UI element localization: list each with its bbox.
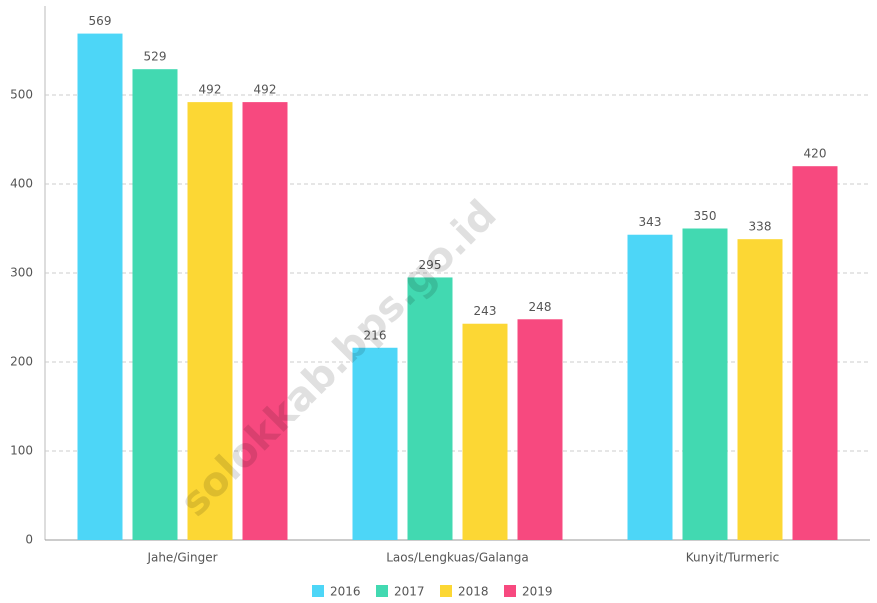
value-label: 248 bbox=[529, 300, 552, 314]
bar bbox=[737, 239, 783, 540]
legend-label: 2018 bbox=[458, 585, 489, 599]
bar bbox=[77, 33, 123, 541]
bar bbox=[627, 234, 673, 541]
legend-swatch bbox=[312, 585, 324, 597]
value-label: 295 bbox=[419, 258, 442, 272]
x-tick-label: Laos/Lengkuas/Galanga bbox=[386, 551, 529, 565]
value-label: 243 bbox=[474, 304, 497, 318]
y-tick-label: 400 bbox=[10, 177, 33, 191]
y-tick-label: 500 bbox=[10, 88, 33, 102]
legend-label: 2017 bbox=[394, 585, 425, 599]
value-label: 216 bbox=[364, 328, 387, 342]
bar bbox=[242, 102, 288, 541]
bar bbox=[462, 323, 508, 540]
bar bbox=[517, 319, 563, 540]
value-label: 492 bbox=[199, 83, 222, 97]
value-label: 338 bbox=[749, 220, 772, 234]
value-label: 343 bbox=[639, 215, 662, 229]
y-tick-label: 200 bbox=[10, 355, 33, 369]
y-tick-label: 100 bbox=[10, 444, 33, 458]
value-label: 529 bbox=[144, 50, 167, 64]
legend-swatch bbox=[376, 585, 388, 597]
y-tick-label: 0 bbox=[25, 533, 33, 547]
value-label: 569 bbox=[89, 14, 112, 28]
bar bbox=[132, 69, 178, 540]
bar bbox=[682, 228, 728, 540]
value-label: 492 bbox=[254, 83, 277, 97]
y-tick-label: 300 bbox=[10, 266, 33, 280]
value-label: 350 bbox=[694, 209, 717, 223]
x-tick-label: Jahe/Ginger bbox=[146, 551, 217, 565]
x-tick-label: Kunyit/Turmeric bbox=[686, 551, 779, 565]
bar bbox=[187, 102, 233, 541]
value-label: 420 bbox=[804, 147, 827, 161]
legend-swatch bbox=[504, 585, 516, 597]
legend-label: 2019 bbox=[522, 585, 553, 599]
bar bbox=[407, 277, 453, 540]
bar bbox=[352, 347, 398, 540]
legend-swatch bbox=[440, 585, 452, 597]
legend-label: 2016 bbox=[330, 585, 361, 599]
bar bbox=[792, 166, 838, 540]
